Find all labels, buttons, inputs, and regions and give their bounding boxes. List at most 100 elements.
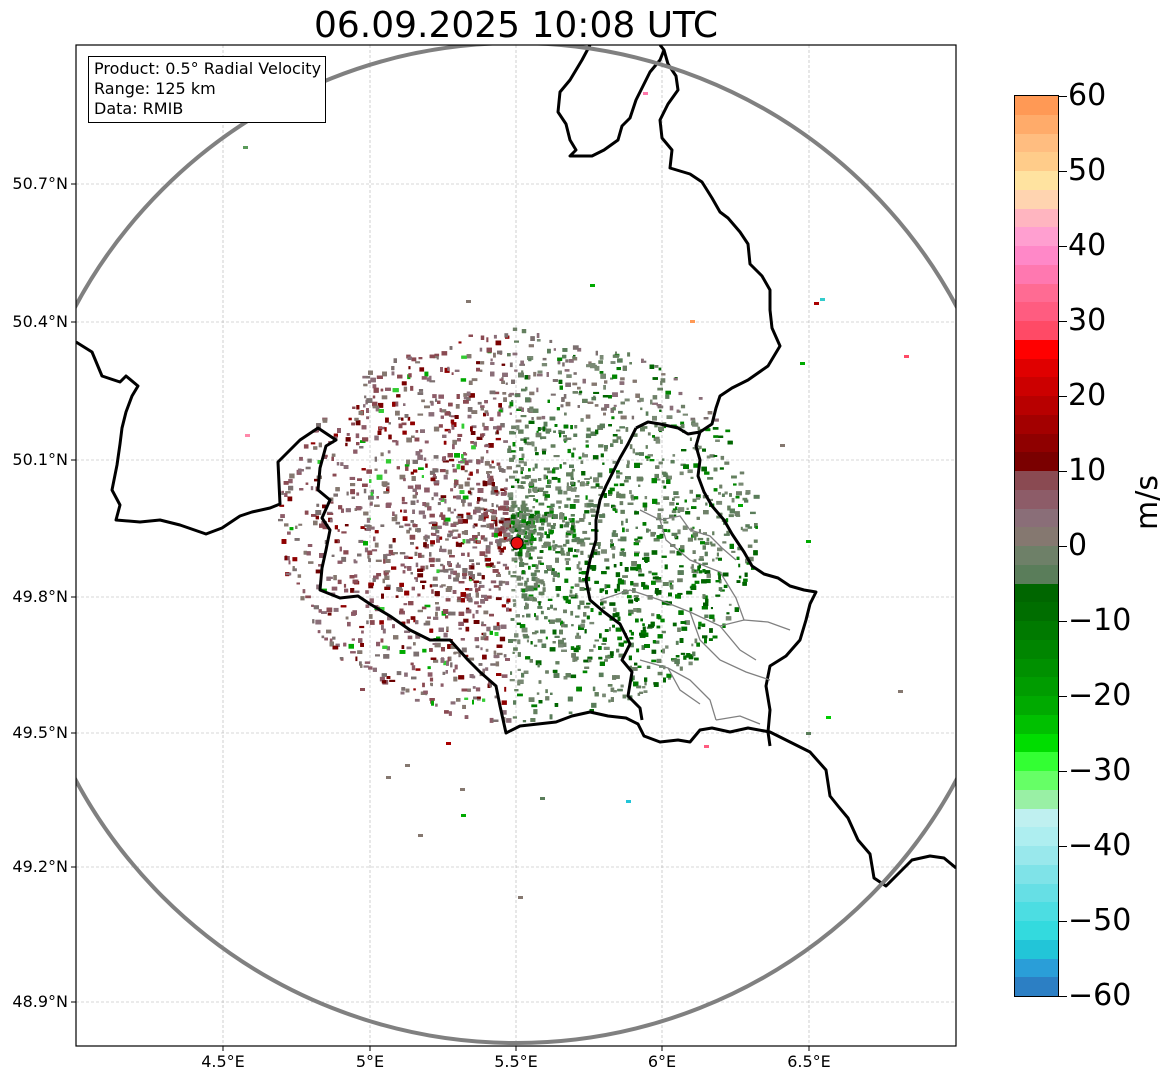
echo-pixel bbox=[410, 421, 415, 426]
echo-pixel bbox=[744, 572, 748, 577]
echo-pixel bbox=[470, 431, 476, 435]
echo-pixel bbox=[284, 523, 289, 527]
echo-pixel bbox=[511, 425, 517, 430]
echo-pixel bbox=[351, 422, 355, 426]
echo-pixel bbox=[616, 429, 621, 432]
echo-pixel bbox=[654, 590, 658, 594]
echo-pixel bbox=[720, 455, 725, 460]
echo-pixel bbox=[679, 638, 684, 643]
echo-pixel bbox=[496, 430, 499, 434]
echo-pixel bbox=[687, 537, 693, 542]
echo-pixel bbox=[644, 496, 648, 500]
echo-pixel bbox=[563, 462, 567, 465]
echo-pixel bbox=[653, 436, 660, 441]
echo-pixel bbox=[608, 699, 611, 703]
echo-pixel bbox=[715, 594, 721, 597]
echo-pixel bbox=[356, 405, 360, 410]
echo-pixel bbox=[509, 457, 514, 462]
echo-pixel bbox=[610, 543, 614, 548]
echo-pixel bbox=[453, 652, 457, 655]
echo-pixel bbox=[578, 538, 585, 543]
echo-pixel bbox=[450, 419, 455, 424]
echo-pixel bbox=[417, 454, 423, 460]
echo-pixel bbox=[701, 466, 707, 472]
echo-pixel bbox=[391, 566, 397, 570]
echo-pixel bbox=[548, 545, 552, 551]
echo-pixel bbox=[573, 657, 578, 662]
echo-pixel bbox=[532, 467, 535, 471]
echo-pixel bbox=[495, 437, 501, 441]
echo-pixel bbox=[473, 696, 479, 700]
echo-pixel bbox=[543, 467, 550, 471]
echo-pixel bbox=[665, 394, 670, 399]
echo-pixel bbox=[534, 613, 536, 617]
echo-pixel bbox=[478, 497, 484, 501]
echo-pixel bbox=[363, 665, 369, 668]
echo-pixel bbox=[393, 552, 398, 555]
echo-pixel bbox=[639, 452, 644, 456]
echo-pixel bbox=[680, 545, 685, 550]
echo-pixel bbox=[728, 514, 734, 518]
echo-pixel bbox=[413, 469, 418, 473]
echo-pixel bbox=[423, 542, 427, 548]
echo-pixel bbox=[511, 450, 516, 453]
echo-pixel bbox=[517, 679, 524, 684]
echo-pixel bbox=[281, 539, 287, 544]
echo-pixel bbox=[620, 548, 625, 551]
echo-pixel bbox=[457, 533, 461, 538]
echo-pixel bbox=[528, 420, 535, 424]
echo-pixel bbox=[510, 575, 517, 578]
echo-pixel bbox=[645, 632, 649, 637]
echo-pixel bbox=[416, 499, 419, 503]
echo-pixel bbox=[486, 523, 490, 528]
echo-pixel bbox=[588, 658, 592, 663]
echo-pixel bbox=[501, 580, 506, 584]
echo-pixel bbox=[499, 520, 505, 524]
echo-pixel bbox=[447, 656, 452, 662]
echo-pixel bbox=[410, 520, 414, 523]
echo-pixel bbox=[529, 481, 534, 486]
echo-pixel bbox=[524, 525, 528, 530]
echo-pixel bbox=[378, 409, 384, 413]
echo-pixel bbox=[638, 573, 645, 577]
echo-pixel bbox=[561, 649, 567, 652]
echo-pixel bbox=[442, 460, 449, 463]
echo-pixel bbox=[578, 456, 582, 460]
echo-pixel bbox=[437, 525, 442, 529]
echo-pixel bbox=[549, 507, 554, 513]
echo-pixel bbox=[464, 469, 468, 473]
echo-pixel bbox=[457, 438, 461, 442]
echo-pixel bbox=[541, 545, 548, 548]
echo-pixel bbox=[622, 527, 625, 533]
echo-pixel bbox=[736, 556, 740, 560]
echo-pixel bbox=[392, 538, 396, 543]
echo-pixel bbox=[654, 473, 659, 479]
echo-pixel bbox=[403, 603, 408, 606]
echo-pixel bbox=[353, 559, 356, 562]
echo-pixel bbox=[398, 423, 403, 429]
echo-pixel bbox=[563, 524, 569, 528]
echo-pixel bbox=[395, 410, 400, 416]
echo-pixel bbox=[664, 564, 668, 570]
echo-pixel bbox=[391, 366, 395, 371]
echo-pixel bbox=[585, 414, 591, 419]
echo-pixel bbox=[739, 471, 745, 475]
echo-pixel bbox=[430, 401, 434, 406]
echo-pixel bbox=[509, 679, 515, 682]
echo-pixel bbox=[374, 435, 379, 441]
echo-pixel bbox=[352, 406, 356, 409]
echo-pixel bbox=[651, 649, 657, 654]
echo-pixel bbox=[492, 569, 499, 573]
echo-pixel bbox=[738, 482, 744, 486]
echo-pixel bbox=[307, 544, 313, 547]
echo-pixel bbox=[639, 691, 644, 694]
echo-pixel bbox=[660, 381, 663, 386]
echo-pixel bbox=[345, 437, 351, 442]
echo-pixel bbox=[628, 609, 633, 613]
echo-pixel bbox=[706, 573, 711, 578]
echo-pixel bbox=[424, 604, 431, 608]
echo-pixel bbox=[478, 507, 485, 511]
echo-pixel bbox=[567, 547, 573, 552]
echo-pixel bbox=[712, 531, 715, 536]
